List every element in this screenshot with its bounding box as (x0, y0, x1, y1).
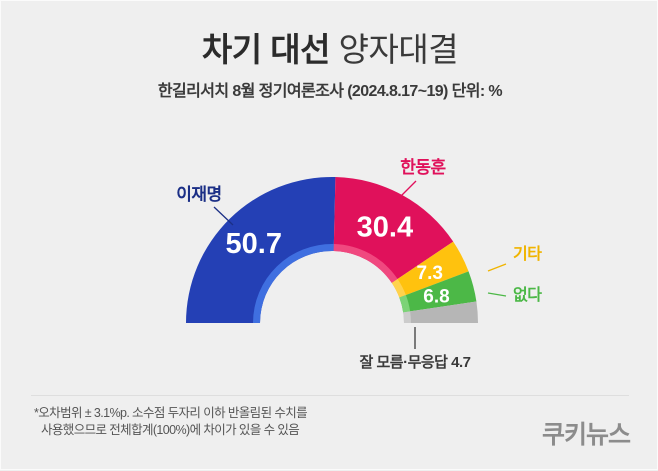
chart-segment (391, 241, 469, 298)
title-light-part: 양자대결 (338, 31, 459, 68)
segment-value-label: 7.3 (417, 263, 443, 284)
chart-segment (403, 301, 478, 323)
chart-segment-inner-rim (333, 244, 398, 283)
chart-segment-inner-rim (399, 295, 411, 313)
chart-segment-inner-rim (391, 278, 406, 298)
chart-segments-layer (186, 176, 478, 323)
callout-leader-line (213, 206, 234, 226)
callout-leader-line (399, 180, 417, 198)
chart-segment (399, 271, 477, 313)
segment-category-label: 한동훈 (400, 157, 446, 177)
chart-segment-inner-rim (403, 311, 411, 323)
publisher-logo: 쿠키뉴스 (541, 421, 631, 449)
callout-leader-line (487, 292, 507, 297)
page-subtitle: 한길리서치 8월 정기여론조사 (2024.8.17~19) 단위: % (157, 83, 503, 100)
segment-category-label: 없다 (513, 286, 542, 304)
footnote-line-1: *오차범위 ± 3.1%p. 소수점 두자리 이하 반올림된 수치를 (34, 406, 308, 420)
chart-segment (186, 176, 336, 323)
footnote: *오차범위 ± 3.1%p. 소수점 두자리 이하 반올림된 수치를 사용했으므… (34, 405, 434, 439)
title-bold-part: 차기 대선 (201, 31, 331, 68)
segment-value-label: 50.7 (226, 228, 282, 260)
segment-value-label: 30.4 (357, 212, 413, 244)
footer-divider (31, 395, 629, 396)
segment-category-label: 잘 모름·무응답 4.7 (360, 353, 471, 371)
segment-category-label: 기타 (513, 245, 542, 263)
segment-category-label: 이재명 (176, 185, 221, 204)
page-title: 차기 대선 양자대결 (1, 23, 658, 71)
chart-leader-lines-layer (213, 180, 507, 349)
callout-leader-line (487, 263, 507, 272)
chart-inner-rims-layer (253, 244, 411, 323)
chart-value-labels-layer: 50.7 30.47.36.8 (226, 212, 450, 308)
footnote-line-2: 사용했으므로 전체합계(100%)에 차이가 있을 수 있음 (41, 423, 300, 437)
chart-segment-inner-rim (253, 244, 334, 323)
segment-value-label: 6.8 (423, 286, 449, 307)
